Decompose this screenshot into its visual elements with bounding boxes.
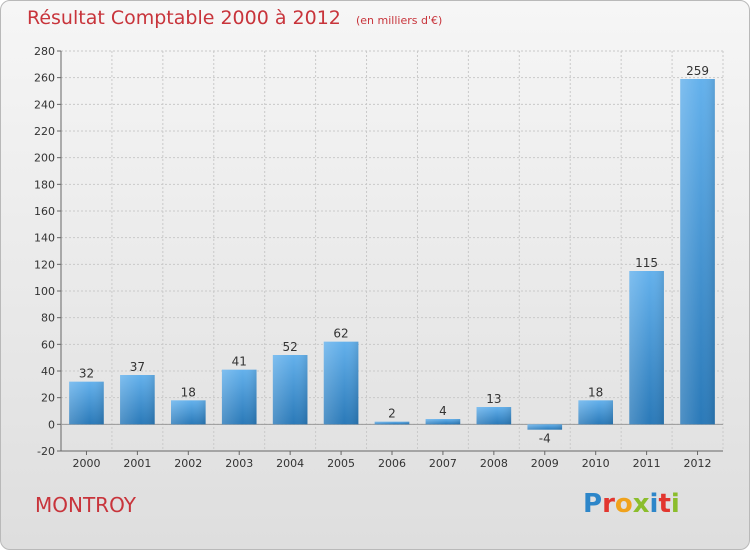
grid-lines [60, 50, 724, 452]
logo-letter: x [632, 489, 650, 519]
chart-subtitle: (en milliers d'€) [355, 14, 443, 27]
data-labels: 32 37 18 41 52 62 2 4 13 -4 18 115 259 [79, 64, 709, 446]
y-tick-label: 200 [34, 152, 55, 165]
data-label: 4 [439, 404, 447, 418]
bar-shading [69, 381, 104, 425]
y-tick-label: 220 [34, 125, 55, 138]
y-tick-label: 240 [34, 98, 55, 111]
data-label: 2 [388, 407, 396, 421]
x-tick-label: 2006 [378, 457, 406, 470]
chart-title: Résultat Comptable 2000 à 2012 [27, 7, 341, 29]
logo-letter: i [649, 489, 659, 519]
y-tick-label: 0 [48, 418, 55, 431]
bar-shading [578, 400, 614, 425]
x-tick-label: 2002 [174, 457, 202, 470]
logo-letter: r [602, 489, 615, 519]
x-tick-label: 2010 [582, 457, 610, 470]
bars [69, 79, 715, 430]
y-tick-label: 120 [34, 258, 55, 271]
data-label: 259 [686, 64, 709, 78]
data-label: 13 [486, 392, 501, 406]
bar-shading [476, 407, 512, 425]
y-tick-label: 40 [41, 365, 55, 378]
data-label: 62 [333, 327, 348, 341]
bar-shading [323, 341, 359, 425]
logo-letter: o [614, 489, 633, 519]
logo-letter: t [658, 489, 671, 519]
x-tick-label: 2001 [123, 457, 151, 470]
logo-letter: i [670, 489, 680, 519]
x-tick-label: 2012 [684, 457, 712, 470]
x-tick-label: 2000 [72, 457, 100, 470]
bar-shading [374, 421, 410, 425]
y-tick-label: -20 [37, 445, 55, 458]
logo-letter: P [583, 489, 603, 519]
bar-shading [680, 79, 715, 425]
data-label: 41 [232, 355, 247, 369]
title-row: Résultat Comptable 2000 à 2012 (en milli… [27, 7, 442, 29]
x-tick-label: 2011 [633, 457, 661, 470]
bar-shading [170, 400, 206, 425]
x-tick-label: 2008 [480, 457, 508, 470]
y-tick-label: 180 [34, 178, 55, 191]
x-tick-label: 2005 [327, 457, 355, 470]
bar-shading [425, 419, 461, 425]
bar-shading [629, 271, 664, 425]
commune-name: MONTROY [35, 493, 136, 517]
data-label: 52 [283, 340, 298, 354]
bar-shading [120, 375, 155, 425]
y-tick-label: 140 [34, 232, 55, 245]
proxiti-logo[interactable]: Proxiti [583, 489, 680, 519]
x-tick-label: 2007 [429, 457, 457, 470]
x-tick-label: 2003 [225, 457, 253, 470]
data-label: 115 [635, 256, 658, 270]
y-tick-label: 160 [34, 205, 55, 218]
y-tick-label: 260 [34, 72, 55, 85]
y-tick-label: 80 [41, 312, 55, 325]
data-label: 18 [588, 385, 603, 399]
data-label: 37 [130, 360, 145, 374]
y-tick-label: 20 [41, 392, 55, 405]
bar-shading [221, 369, 257, 425]
data-label: 32 [79, 367, 94, 381]
data-label: 18 [181, 385, 196, 399]
bar-shading [272, 355, 308, 425]
data-label: -4 [539, 432, 551, 446]
y-tick-label: 280 [34, 45, 55, 58]
y-tick-label: 60 [41, 338, 55, 351]
bar-shading [527, 424, 563, 430]
y-tick-label: 100 [34, 285, 55, 298]
x-tick-label: 2009 [531, 457, 559, 470]
x-tick-label: 2004 [276, 457, 304, 470]
